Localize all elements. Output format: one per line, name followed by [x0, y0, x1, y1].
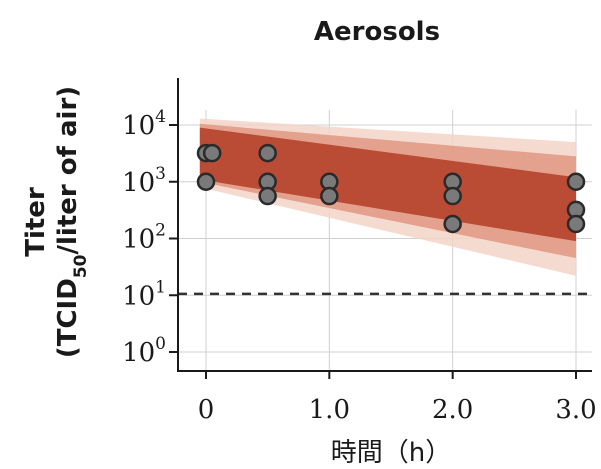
- data-point-9: [445, 188, 461, 204]
- y-axis-label-subscript: 50: [71, 254, 91, 278]
- y-axis-label-line2: (TCID50/liter of air): [53, 86, 91, 358]
- data-point-3: [260, 145, 276, 161]
- confidence-bands: [200, 119, 576, 276]
- data-point-7: [321, 188, 337, 204]
- y-axis-label-prefix: (TCID: [53, 278, 83, 358]
- y-ticks: 100 101 102 103 104: [122, 107, 178, 368]
- data-point-5: [260, 188, 276, 204]
- x-tick-label-3: 3.0: [555, 395, 596, 425]
- chart-title: Aerosols: [314, 17, 440, 47]
- y-tick-label-3: 103: [122, 164, 166, 198]
- data-point-2: [198, 174, 214, 190]
- x-tick-label-1: 1.0: [309, 395, 350, 425]
- y-axis-label: Titer (TCID50/liter of air): [21, 86, 91, 358]
- x-tick-label-2: 2.0: [432, 395, 473, 425]
- y-tick-label-2: 102: [122, 221, 166, 255]
- data-point-1: [204, 145, 220, 161]
- y-axis-label-line1: Titer: [21, 187, 51, 257]
- data-point-10: [445, 216, 461, 232]
- y-axis-label-suffix: /liter of air): [53, 86, 83, 255]
- data-point-11: [568, 174, 584, 190]
- y-tick-label-1: 101: [122, 277, 166, 311]
- x-tick-label-0: 0: [198, 395, 215, 425]
- x-ticks: 0 1.0 2.0 3.0: [198, 371, 597, 425]
- x-axis-label: 時間（h）: [331, 438, 451, 468]
- y-tick-label-0: 100: [122, 334, 166, 368]
- y-tick-label-4: 104: [122, 107, 166, 141]
- data-point-13: [568, 216, 584, 232]
